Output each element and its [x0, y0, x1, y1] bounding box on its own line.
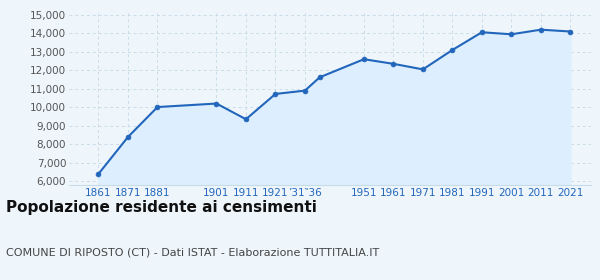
Text: Popolazione residente ai censimenti: Popolazione residente ai censimenti — [6, 200, 317, 215]
Text: COMUNE DI RIPOSTO (CT) - Dati ISTAT - Elaborazione TUTTITALIA.IT: COMUNE DI RIPOSTO (CT) - Dati ISTAT - El… — [6, 248, 379, 258]
